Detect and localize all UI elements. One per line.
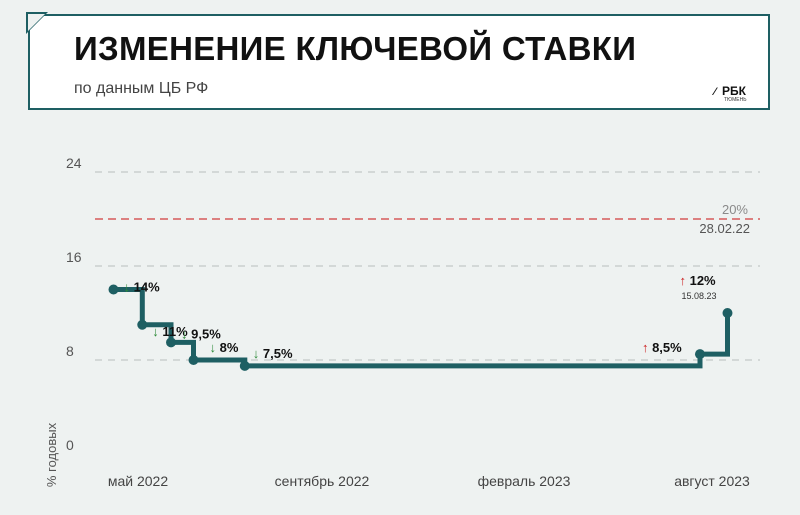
x-tick-label: август 2023 [674, 473, 750, 489]
arrow-up-icon: ↑ [679, 273, 686, 288]
rate-data-label: ↓ 9,5% [181, 326, 221, 341]
header-card [28, 14, 770, 110]
rate-point [188, 355, 199, 365]
arrow-down-icon: ↓ [124, 280, 131, 295]
y-tick-label: 24 [66, 155, 82, 171]
rate-data-label: ↑ 8,5% [642, 340, 682, 355]
x-tick-label: сентябрь 2022 [275, 473, 370, 489]
rate-point [722, 308, 733, 318]
rate-data-label: ↓ 7,5% [253, 346, 293, 361]
arrow-down-icon: ↓ [152, 324, 159, 339]
arrow-up-icon: ↑ [642, 340, 649, 355]
chart-subtitle: по данным ЦБ РФ [74, 80, 209, 97]
logo-slash-icon: ⁄ [714, 86, 716, 98]
arrow-down-icon: ↓ [181, 326, 188, 341]
reference-value-label: 20% [722, 202, 748, 217]
rate-point [137, 319, 148, 330]
rate-point [108, 284, 119, 295]
arrow-down-icon: ↓ [210, 340, 217, 355]
x-tick-label: май 2022 [108, 473, 168, 489]
rate-value-text: 7,5% [259, 346, 293, 361]
rate-point [166, 337, 177, 348]
rate-value-text: 8% [216, 340, 239, 355]
logo-subtext: ТЮМЕНЬ [724, 97, 747, 103]
rate-data-label: ↓ 11% [152, 324, 188, 339]
rate-data-label: ↓ 8% [210, 340, 239, 355]
y-axis-label: % годовых [44, 422, 59, 487]
y-tick-label: 16 [66, 249, 82, 265]
logo-text: РБК [722, 84, 746, 98]
rate-value-text: 14% [130, 280, 160, 295]
rate-value-text: 9,5% [188, 326, 222, 341]
rate-value-text: 8,5% [648, 340, 682, 355]
rate-data-label: ↓ 14% [124, 280, 161, 295]
y-tick-label: 8 [66, 343, 74, 359]
rate-date-sublabel: 15.08.23 [681, 291, 716, 301]
reference-date-label: 28.02.22 [699, 221, 750, 236]
chart-title: ИЗМЕНЕНИЕ КЛЮЧЕВОЙ СТАВКИ [74, 30, 637, 67]
y-tick-label: 0 [66, 437, 74, 453]
rate-point [694, 349, 705, 360]
header-corner-cutout [28, 14, 45, 31]
rate-data-label: ↑ 12% [679, 273, 716, 288]
rbc-logo: ⁄ РБК ТЮМЕНЬ [714, 84, 754, 106]
rate-value-text: 12% [686, 273, 716, 288]
arrow-down-icon: ↓ [253, 346, 260, 361]
x-tick-label: февраль 2023 [478, 473, 571, 489]
rate-value-text: 11% [159, 324, 188, 339]
rate-point [239, 360, 250, 371]
